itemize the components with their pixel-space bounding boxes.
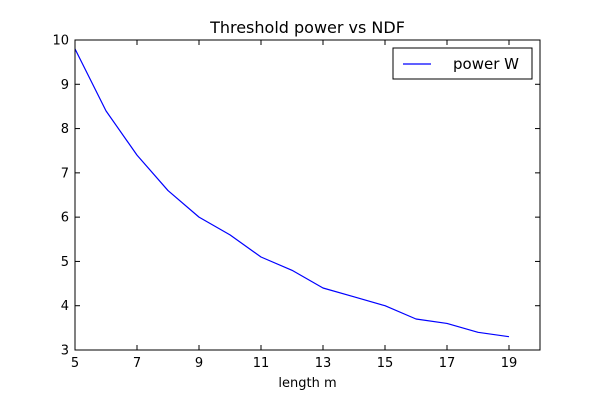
legend: power W	[392, 47, 533, 80]
x-tick-label: 13	[315, 356, 332, 371]
x-axis: 5 7 9 11 13 15 17 19	[71, 40, 517, 371]
y-axis: 3 4 5 6 7 8 9 10	[52, 34, 540, 359]
y-tick-label: 8	[61, 122, 69, 137]
plot-frame	[74, 39, 541, 351]
y-tick-label: 10	[52, 34, 69, 49]
x-tick-label: 9	[195, 356, 203, 371]
plot-area	[75, 40, 540, 350]
y-tick-label: 6	[61, 211, 69, 226]
x-axis-label: length m	[278, 376, 336, 391]
chart-title: Threshold power vs NDF	[209, 18, 405, 37]
y-tick-label: 5	[61, 255, 69, 270]
y-tick-label: 9	[61, 78, 69, 93]
y-tick-label: 3	[61, 344, 69, 359]
x-tick-label: 19	[501, 356, 518, 371]
y-tick-label: 4	[61, 299, 69, 314]
y-tick-label: 7	[61, 166, 69, 181]
series-line-power	[74, 48, 510, 338]
x-tick-label: 11	[253, 356, 270, 371]
x-tick-label: 7	[133, 356, 141, 371]
x-tick-label: 17	[439, 356, 456, 371]
x-tick-label: 15	[377, 356, 394, 371]
x-tick-label: 5	[71, 356, 79, 371]
series-layer	[74, 48, 510, 338]
legend-label-power: power W	[453, 55, 519, 73]
